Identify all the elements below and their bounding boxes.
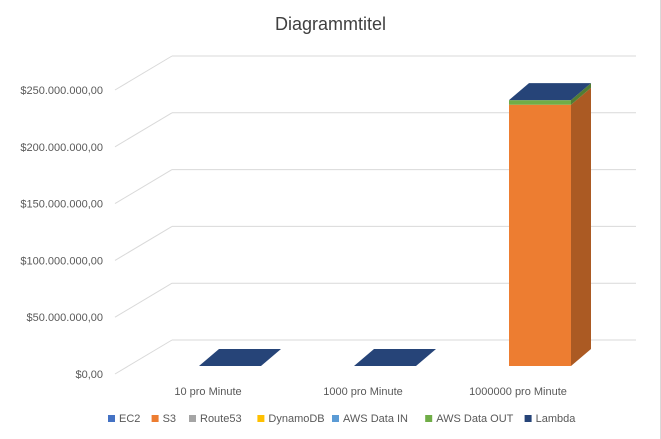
y-tick-label: $50.000.000,00 (27, 312, 103, 324)
legend-label: S3 (163, 413, 176, 425)
x-tick-label: 10 pro Minute (174, 386, 241, 398)
legend-label: Route53 (200, 413, 242, 425)
x-tick-label: 1000 pro Minute (323, 386, 403, 398)
legend-label: AWS Data IN (343, 413, 408, 425)
bar-side-s3 (571, 87, 591, 366)
legend-swatch (425, 415, 433, 422)
y-tick-label: $100.000.000,00 (20, 255, 103, 267)
legend-swatch (332, 415, 339, 422)
legend-swatch (257, 415, 265, 422)
gridline-side (114, 225, 173, 261)
bar-top-2 (509, 83, 591, 101)
y-tick-label: $200.000.000,00 (20, 142, 103, 154)
legend-swatch (524, 415, 532, 422)
legend-swatch (189, 415, 196, 422)
gridline-side (114, 112, 173, 148)
legend-label: Lambda (536, 413, 577, 425)
legend-label: EC2 (119, 413, 140, 425)
legend-label: DynamoDB (268, 413, 324, 425)
x-tick-label: 1000000 pro Minute (469, 386, 567, 398)
gridline-side (114, 169, 173, 205)
gridline-side (114, 282, 173, 318)
y-tick-label: $150.000.000,00 (20, 199, 103, 211)
bar-aws-data-out (509, 100, 571, 105)
legend-label: AWS Data OUT (436, 413, 513, 425)
bar-side-aws-data-out (571, 83, 591, 105)
bar-top-0 (199, 349, 281, 366)
gridline-side (114, 339, 173, 375)
y-tick-label: $250.000.000,00 (20, 85, 103, 97)
bar-top-1 (354, 349, 436, 366)
gridline-side (114, 55, 173, 91)
y-tick-label: $0,00 (75, 369, 103, 381)
bar-s3 (509, 104, 571, 366)
chart-title: Diagrammtitel (274, 14, 387, 34)
legend-swatch (151, 415, 159, 422)
legend-swatch (108, 415, 115, 422)
